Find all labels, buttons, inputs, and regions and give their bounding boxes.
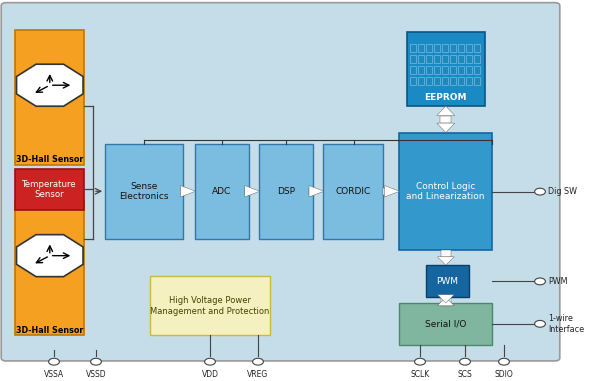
Text: VREG: VREG [247,370,269,379]
FancyBboxPatch shape [474,77,480,85]
FancyBboxPatch shape [442,55,448,63]
Circle shape [535,188,545,195]
FancyBboxPatch shape [426,77,433,85]
FancyBboxPatch shape [418,55,424,63]
FancyBboxPatch shape [15,168,84,210]
FancyBboxPatch shape [450,66,457,74]
Text: High Voltage Power
Management and Protection: High Voltage Power Management and Protec… [151,296,269,315]
FancyBboxPatch shape [418,44,424,52]
FancyBboxPatch shape [105,144,183,239]
FancyBboxPatch shape [323,144,383,239]
FancyBboxPatch shape [426,55,433,63]
FancyBboxPatch shape [441,295,451,306]
FancyBboxPatch shape [245,188,249,195]
FancyBboxPatch shape [309,188,313,195]
FancyBboxPatch shape [474,55,480,63]
Text: SCS: SCS [458,370,472,379]
Text: 3D-Hall Sensor: 3D-Hall Sensor [16,326,83,335]
FancyBboxPatch shape [434,44,440,52]
FancyBboxPatch shape [442,66,448,74]
Circle shape [499,358,509,365]
FancyBboxPatch shape [195,144,249,239]
FancyBboxPatch shape [434,55,440,63]
Polygon shape [437,257,454,265]
Polygon shape [437,123,455,133]
FancyBboxPatch shape [440,115,451,123]
FancyBboxPatch shape [450,44,457,52]
Text: Dig SW: Dig SW [548,187,577,196]
FancyBboxPatch shape [399,133,492,250]
FancyBboxPatch shape [458,55,464,63]
Circle shape [91,358,101,365]
Circle shape [205,358,215,365]
Circle shape [460,358,470,365]
FancyBboxPatch shape [441,250,451,257]
FancyBboxPatch shape [466,77,472,85]
Text: Temperature
Sensor: Temperature Sensor [22,180,77,199]
FancyBboxPatch shape [474,44,480,52]
Text: Control Logic
and Linearization: Control Logic and Linearization [406,182,485,201]
FancyBboxPatch shape [1,3,560,361]
FancyBboxPatch shape [426,265,469,297]
FancyBboxPatch shape [181,188,183,195]
FancyBboxPatch shape [15,30,84,165]
FancyBboxPatch shape [418,77,424,85]
Circle shape [535,320,545,327]
FancyBboxPatch shape [383,188,385,195]
Text: Sense
Electronics: Sense Electronics [119,182,169,201]
Polygon shape [245,186,260,197]
Text: VSSD: VSSD [86,370,106,379]
Text: CORDIC: CORDIC [336,187,371,196]
FancyBboxPatch shape [410,55,416,63]
Polygon shape [437,295,454,303]
Text: PWM: PWM [548,277,568,286]
Circle shape [253,358,263,365]
FancyBboxPatch shape [426,44,433,52]
Polygon shape [437,106,455,115]
Text: PWM: PWM [437,277,458,286]
Text: DSP: DSP [277,187,295,196]
FancyBboxPatch shape [434,77,440,85]
Text: VDD: VDD [202,370,218,379]
FancyBboxPatch shape [410,66,416,74]
FancyBboxPatch shape [466,44,472,52]
Polygon shape [17,235,83,277]
Circle shape [535,278,545,285]
Text: 3D-Hall Sensor: 3D-Hall Sensor [16,155,83,164]
Polygon shape [437,297,454,306]
FancyBboxPatch shape [399,303,492,345]
Polygon shape [17,64,83,106]
FancyBboxPatch shape [474,66,480,74]
Circle shape [49,358,59,365]
Polygon shape [309,186,324,197]
FancyBboxPatch shape [150,277,270,335]
FancyBboxPatch shape [458,44,464,52]
FancyBboxPatch shape [434,66,440,74]
FancyBboxPatch shape [410,44,416,52]
FancyBboxPatch shape [259,144,313,239]
FancyBboxPatch shape [426,66,433,74]
Text: ADC: ADC [212,187,232,196]
Polygon shape [181,186,196,197]
FancyBboxPatch shape [458,66,464,74]
Text: SDIO: SDIO [494,370,514,379]
Text: Serial I/O: Serial I/O [425,319,466,328]
FancyBboxPatch shape [466,66,472,74]
FancyBboxPatch shape [15,201,84,335]
Text: 1-wire
Interface: 1-wire Interface [548,314,584,333]
Circle shape [415,358,425,365]
Text: SCLK: SCLK [410,370,430,379]
FancyBboxPatch shape [458,77,464,85]
FancyBboxPatch shape [466,55,472,63]
FancyBboxPatch shape [450,77,457,85]
FancyBboxPatch shape [418,66,424,74]
FancyBboxPatch shape [450,55,457,63]
FancyBboxPatch shape [442,44,448,52]
Polygon shape [385,186,400,197]
Text: EEPROM: EEPROM [425,93,467,102]
FancyBboxPatch shape [442,77,448,85]
FancyBboxPatch shape [410,77,416,85]
FancyBboxPatch shape [407,32,485,106]
Text: VSSA: VSSA [44,370,64,379]
